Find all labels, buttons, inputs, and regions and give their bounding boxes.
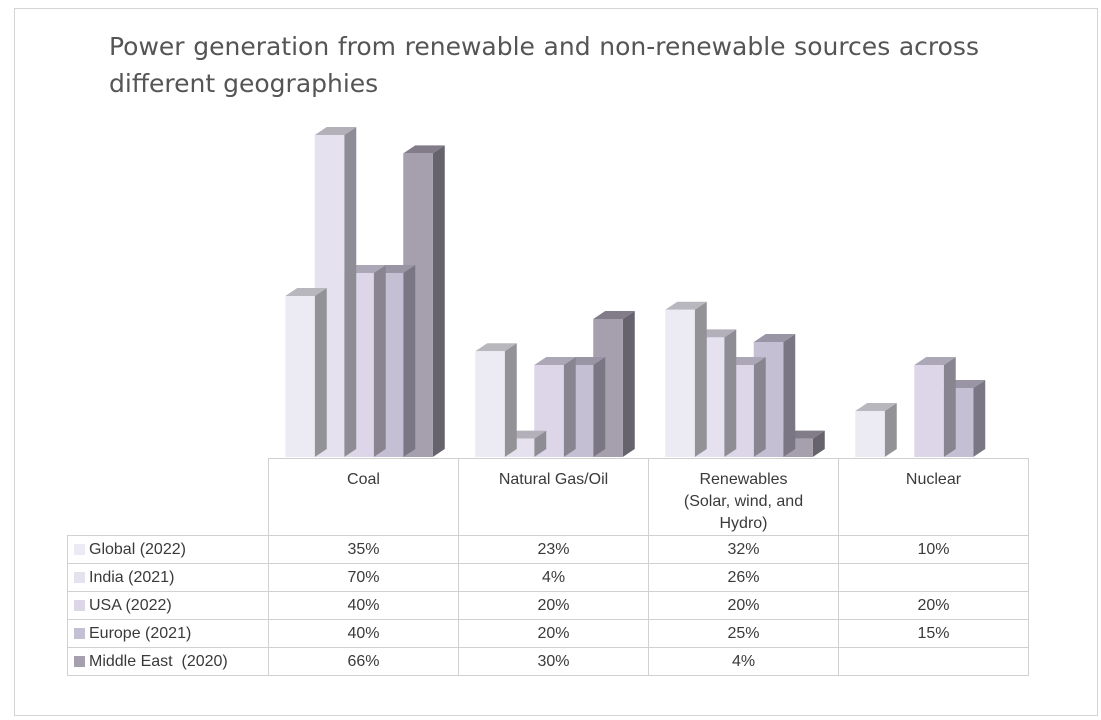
table-row: USA (2022) 40% 20% 20% 20%: [67, 591, 1029, 620]
table-body: Global (2022) 35% 23% 32% 10% India (2021) 70%…: [67, 535, 1029, 676]
data-label: 40%: [268, 619, 459, 648]
legend-swatch: [74, 543, 85, 555]
category-label: Natural Gas/Oil: [458, 458, 649, 536]
data-label: 10%: [838, 535, 1029, 564]
legend-swatch: [74, 571, 85, 583]
data-label: 26%: [648, 563, 839, 592]
legend-label: Global (2022): [89, 540, 186, 558]
data-label: 20%: [648, 591, 839, 620]
table-row: Europe (2021) 40% 20% 25% 15%: [67, 619, 1029, 648]
data-label: 40%: [268, 591, 459, 620]
legend-swatch: [74, 627, 85, 639]
bar: [914, 357, 956, 457]
table-corner-cell: [67, 458, 269, 536]
bar: [285, 288, 327, 457]
data-label: 30%: [458, 647, 649, 676]
legend-label: Middle East (2020): [89, 652, 228, 670]
legend-entry: India (2021): [67, 563, 269, 592]
data-label: 23%: [458, 535, 649, 564]
legend-label: USA (2022): [89, 596, 172, 614]
category-label-line: (Solar, wind, and: [683, 493, 804, 510]
data-label: 32%: [648, 535, 839, 564]
category-label-line: Natural Gas/Oil: [498, 471, 609, 488]
table-row: Global (2022) 35% 23% 32% 10%: [67, 535, 1029, 564]
data-label: 35%: [268, 535, 459, 564]
category-label: Coal: [268, 458, 459, 536]
table-row: Middle East (2020) 66% 30% 4%: [67, 647, 1029, 676]
data-label: [838, 563, 1029, 592]
data-label: 20%: [838, 591, 1029, 620]
legend-label: India (2021): [89, 568, 175, 586]
legend-label: Europe (2021): [89, 624, 192, 642]
chart-title: Power generation from renewable and non-…: [109, 32, 979, 98]
data-label: 4%: [648, 647, 839, 676]
legend-entry: USA (2022): [67, 591, 269, 620]
data-label: 4%: [458, 563, 649, 592]
category-label-line: Renewables: [699, 471, 788, 488]
data-label: 20%: [458, 619, 649, 648]
bar: [855, 403, 897, 457]
bar: [534, 357, 576, 457]
legend-entry: Middle East (2020): [67, 647, 269, 676]
table-row: India (2021) 70% 4% 26%: [67, 563, 1029, 592]
legend-entry: Europe (2021): [67, 619, 269, 648]
category-label-line: Hydro): [719, 515, 768, 532]
data-label: 66%: [268, 647, 459, 676]
data-label: 70%: [268, 563, 459, 592]
category-label-line: Nuclear: [905, 471, 962, 488]
legend-swatch: [74, 599, 85, 611]
legend-entry: Global (2022): [67, 535, 269, 564]
table-header-row: Coal Natural Gas/Oil Renewables (Solar, win…: [67, 458, 1029, 536]
legend-swatch: [74, 655, 85, 667]
category-label-line: Coal: [347, 471, 380, 488]
data-label: [838, 647, 1029, 676]
data-table: Coal Natural Gas/Oil Renewables (Solar, win…: [67, 458, 1029, 676]
category-label: Renewables (Solar, wind, and Hydro): [648, 458, 839, 536]
data-label: 15%: [838, 619, 1029, 648]
chart-frame: [14, 8, 1098, 716]
data-label: 25%: [648, 619, 839, 648]
bar: [475, 343, 517, 457]
bar: [665, 301, 707, 457]
category-label: Nuclear: [838, 458, 1029, 536]
data-label: 20%: [458, 591, 649, 620]
